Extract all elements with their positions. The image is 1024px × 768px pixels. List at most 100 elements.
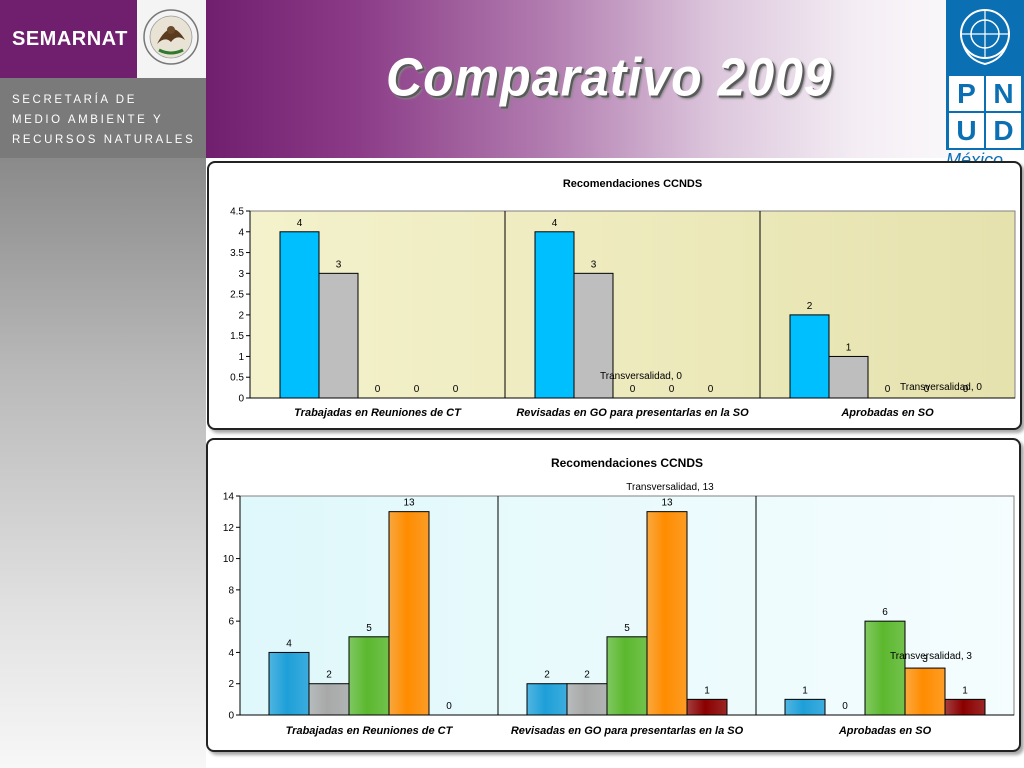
data-label: 2 bbox=[807, 301, 813, 312]
data-label: 0 bbox=[446, 701, 452, 712]
org-name: SEMARNAT bbox=[12, 28, 128, 50]
y-tick-label: 14 bbox=[223, 492, 235, 503]
y-tick-label: 1 bbox=[238, 352, 244, 363]
data-label: 0 bbox=[842, 701, 848, 712]
secretariat-band: SECRETARÍA DE MEDIO AMBIENTE Y RECURSOS … bbox=[0, 78, 206, 158]
data-label: 3 bbox=[591, 259, 597, 270]
y-tick-label: 0.5 bbox=[230, 373, 244, 384]
bar bbox=[279, 231, 320, 399]
secretariat-line-3: RECURSOS NATURALES bbox=[12, 134, 196, 146]
data-label: 0 bbox=[885, 384, 891, 395]
data-label: 2 bbox=[326, 670, 332, 681]
left-sidebar-gradient bbox=[0, 158, 206, 768]
data-label: 0 bbox=[708, 384, 714, 395]
plot-area bbox=[249, 210, 1016, 399]
bar bbox=[573, 272, 614, 399]
data-label: 5 bbox=[624, 623, 630, 634]
y-tick-label: 2 bbox=[228, 679, 234, 690]
bar bbox=[606, 636, 648, 716]
bar bbox=[268, 651, 310, 716]
header-banner bbox=[206, 0, 1024, 158]
bar bbox=[566, 683, 608, 716]
data-label: 4 bbox=[286, 638, 292, 649]
y-tick-label: 2.5 bbox=[230, 290, 244, 301]
data-label: 0 bbox=[453, 384, 459, 395]
y-tick-label: 6 bbox=[228, 617, 234, 628]
x-category-label: Trabajadas en Reuniones de CT bbox=[286, 725, 454, 737]
chart-title: Recomendaciones CCNDS bbox=[551, 456, 703, 470]
data-label: 6 bbox=[882, 607, 888, 618]
bar bbox=[534, 231, 575, 399]
data-label: 1 bbox=[704, 685, 710, 696]
x-category-label: Trabajadas en Reuniones de CT bbox=[294, 407, 462, 419]
data-label: 0 bbox=[963, 384, 969, 395]
secretariat-line-1: SECRETARÍA DE bbox=[12, 94, 137, 106]
data-label: 4 bbox=[297, 218, 303, 229]
x-category-label: Aprobadas en SO bbox=[838, 725, 932, 737]
y-tick-label: 4 bbox=[238, 227, 244, 238]
y-tick-label: 10 bbox=[223, 554, 235, 565]
bar bbox=[526, 683, 568, 716]
undp-letter-u: U bbox=[949, 113, 984, 148]
bar-chart-2: Recomendaciones CCNDS02468101214Trabajad… bbox=[223, 456, 1015, 737]
data-label: 1 bbox=[962, 685, 968, 696]
secretariat-line-2: MEDIO AMBIENTE Y bbox=[12, 114, 164, 126]
undp-letter-d: D bbox=[986, 113, 1021, 148]
chart-title: Recomendaciones CCNDS bbox=[563, 178, 702, 190]
data-annotation: Transversalidad, 0 bbox=[600, 371, 682, 382]
y-tick-label: 2 bbox=[238, 310, 244, 321]
data-label: 0 bbox=[669, 384, 675, 395]
data-label: 3 bbox=[922, 654, 928, 665]
bar bbox=[686, 698, 728, 716]
bar-chart-1: Recomendaciones CCNDS 0 0.5 1 1.5 2 2.5 3 3.5 4 4.… bbox=[230, 178, 1016, 419]
bar bbox=[388, 511, 430, 716]
data-annotation: Transversalidad, 13 bbox=[626, 482, 714, 493]
undp-letter-p: P bbox=[949, 76, 984, 111]
y-tick-label: 4 bbox=[228, 648, 234, 659]
x-category-label: Revisadas en GO para presentarlas en la … bbox=[511, 725, 744, 737]
y-tick-label: 12 bbox=[223, 523, 235, 534]
data-label: 2 bbox=[584, 670, 590, 681]
bar bbox=[784, 698, 826, 716]
bar bbox=[828, 355, 869, 399]
chart-panel-1: Recomendaciones CCNDS 0 0.5 1 1.5 2 2.5 3 3.5 4 4.… bbox=[207, 161, 1022, 430]
data-label: 3 bbox=[336, 259, 342, 270]
mexico-seal-logo bbox=[137, 0, 206, 78]
data-label: 13 bbox=[661, 498, 673, 509]
data-label: 2 bbox=[544, 670, 550, 681]
bar bbox=[646, 511, 688, 716]
data-label: 0 bbox=[924, 384, 930, 395]
data-label: 0 bbox=[630, 384, 636, 395]
bar bbox=[308, 683, 350, 716]
bar bbox=[944, 698, 986, 716]
x-category-label: Revisadas en GO para presentarlas en la … bbox=[516, 407, 749, 419]
y-tick-label: 8 bbox=[228, 585, 234, 596]
chart-panel-2: Recomendaciones CCNDS 0 2 4 6 8 10 12 14 Trabajad… bbox=[206, 438, 1021, 752]
y-tick-label: 1.5 bbox=[230, 331, 244, 342]
undp-logo: P N U D bbox=[946, 0, 1024, 150]
bar bbox=[789, 314, 830, 399]
y-tick-label: 0 bbox=[228, 711, 234, 722]
y-tick-label: 3.5 bbox=[230, 248, 244, 259]
bar bbox=[348, 636, 390, 716]
data-label: 1 bbox=[846, 342, 852, 353]
data-label: 1 bbox=[802, 685, 808, 696]
data-label: 13 bbox=[403, 498, 415, 509]
data-label: 0 bbox=[414, 384, 420, 395]
eagle-seal-icon bbox=[143, 9, 199, 65]
y-tick-label: 0 bbox=[238, 394, 244, 405]
x-category-label: Aprobadas en SO bbox=[840, 407, 934, 419]
bar bbox=[864, 620, 906, 716]
data-label: 4 bbox=[552, 218, 558, 229]
data-annotation: Transversalidad, 0 bbox=[900, 382, 982, 393]
un-emblem-icon bbox=[946, 0, 1024, 72]
slide-title: Comparativo 2009 bbox=[386, 46, 833, 108]
y-tick-label: 3 bbox=[238, 269, 244, 280]
data-label: 5 bbox=[366, 623, 372, 634]
bar bbox=[318, 272, 359, 399]
brand-band: SEMARNAT bbox=[0, 0, 137, 78]
undp-letter-n: N bbox=[986, 76, 1021, 111]
bar bbox=[904, 667, 946, 716]
y-tick-label: 4.5 bbox=[230, 207, 244, 218]
data-annotation: Transversalidad, 3 bbox=[890, 651, 972, 662]
